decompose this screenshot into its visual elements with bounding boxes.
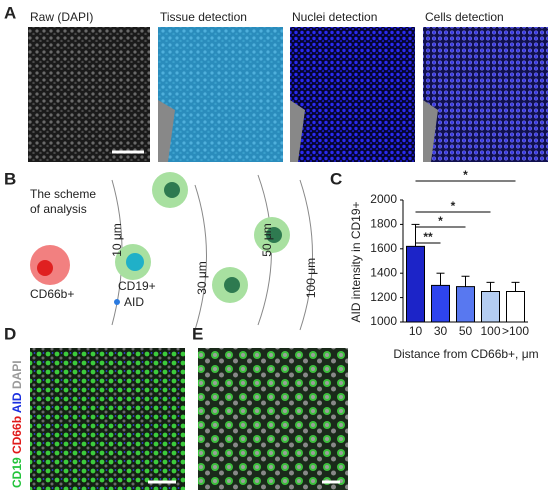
scheme-title: of analysis (30, 202, 87, 216)
x-tick-label: 100 (480, 324, 500, 338)
x-tick-label: >100 (502, 324, 529, 338)
cells (30, 172, 290, 305)
x-axis-title: Distance from CD66b+, μm (393, 347, 538, 361)
image (158, 27, 283, 162)
image (423, 27, 548, 162)
y-tick-label: 1800 (370, 217, 397, 231)
bar (506, 291, 525, 323)
bar (406, 245, 425, 323)
background (423, 100, 438, 162)
x-tick-label: 10 (409, 324, 423, 338)
image-title: Nuclei detection (292, 10, 377, 24)
image (30, 348, 185, 490)
stain: CD66b (10, 416, 24, 454)
cell-label: CD66b+ (30, 287, 74, 301)
panel-label: E (192, 324, 203, 343)
panel-a-images (28, 27, 548, 162)
y-tick-label: 1400 (370, 265, 397, 279)
stain-label: CD19 CD66b AID DAPI (10, 360, 24, 488)
background (158, 100, 175, 162)
distance-label: 100 μm (304, 258, 318, 298)
y-tick-label: 1600 (370, 241, 397, 255)
distance-label: 50 μm (260, 223, 274, 257)
x-tick-label: 30 (434, 324, 448, 338)
panel-label: B (4, 169, 16, 188)
distance-label: 30 μm (195, 261, 209, 295)
distance-label: 10 μm (110, 223, 124, 257)
y-axis-title: AID intensity in CD19+ (349, 201, 363, 322)
y-tick-label: 1000 (370, 314, 397, 328)
nucleus (266, 227, 282, 243)
y-tick-label: 2000 (370, 192, 397, 206)
significance-label: ** (423, 230, 433, 244)
nucleus (37, 260, 53, 276)
image (28, 27, 150, 162)
image (290, 27, 415, 162)
scheme-title: The scheme (30, 187, 96, 201)
aid-dot (114, 299, 120, 305)
image-title: Cells detection (425, 10, 504, 24)
image-title: Tissue detection (160, 10, 247, 24)
stain: DAPI (10, 360, 24, 389)
bar (481, 291, 500, 323)
y-tick-label: 1200 (370, 290, 397, 304)
panel-label: A (4, 3, 16, 22)
significance-label: * (463, 168, 468, 182)
nucleus (164, 182, 180, 198)
nucleus (224, 277, 240, 293)
legend-label: AID (124, 295, 144, 309)
image (198, 348, 348, 490)
nucleus (126, 253, 144, 271)
background (290, 100, 305, 162)
stain: CD19 (10, 457, 24, 488)
bar (431, 284, 450, 323)
panel-label: D (4, 324, 16, 343)
bar (456, 286, 475, 323)
image-title: Raw (DAPI) (30, 10, 93, 24)
x-tick-label: 50 (459, 324, 473, 338)
cell-label: CD19+ (118, 279, 156, 293)
significance-label: * (438, 214, 443, 228)
panel-label: C (330, 169, 342, 188)
significance-label: * (451, 199, 456, 213)
stain: AID (10, 392, 24, 413)
